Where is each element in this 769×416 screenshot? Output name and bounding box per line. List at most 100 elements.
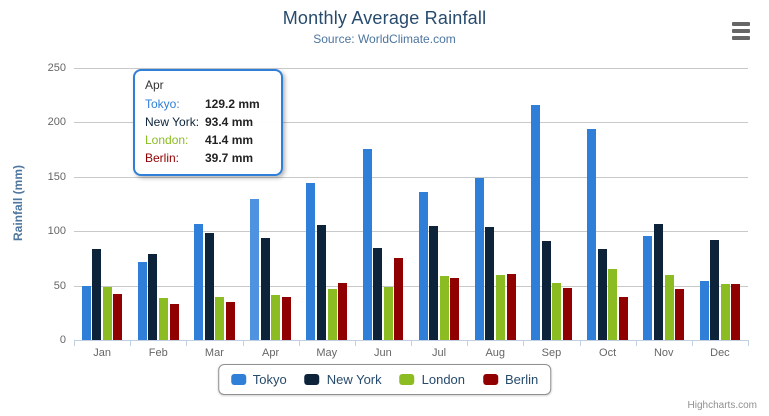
- bar-berlin-dec[interactable]: [731, 284, 741, 340]
- x-axis-label-jul: Jul: [432, 347, 447, 359]
- x-axis-tick: [691, 340, 693, 346]
- legend-marker-icon: [304, 374, 320, 385]
- bar-new-york-jun[interactable]: [373, 248, 383, 340]
- bar-berlin-nov[interactable]: [675, 289, 685, 340]
- x-axis-label-feb: Feb: [148, 347, 168, 359]
- legend-label: New York: [326, 372, 382, 387]
- x-axis-tick: [298, 340, 300, 346]
- bar-london-oct[interactable]: [608, 269, 618, 340]
- legend: Tokyo New York London Berlin: [217, 364, 552, 395]
- bar-berlin-may[interactable]: [338, 282, 348, 340]
- bar-tokyo-aug[interactable]: [474, 178, 484, 340]
- bar-new-york-mar[interactable]: [204, 232, 214, 340]
- tooltip: Apr Tokyo: 129.2 mm New York: 93.4 mm London…: [133, 69, 283, 176]
- tooltip-row: Berlin: 39.7 mm: [145, 149, 271, 167]
- bar-berlin-jun[interactable]: [394, 257, 404, 340]
- tooltip-series-value: 129.2 mm: [205, 97, 260, 111]
- y-axis-label: 250: [47, 62, 66, 74]
- x-axis-tick: [354, 340, 356, 346]
- bar-new-york-dec[interactable]: [710, 239, 720, 340]
- bar-berlin-jan[interactable]: [113, 293, 123, 340]
- export-menu-button[interactable]: [730, 20, 752, 42]
- bar-new-york-aug[interactable]: [485, 226, 495, 340]
- tooltip-series-label: Tokyo:: [145, 97, 180, 111]
- x-axis-tick: [748, 340, 749, 346]
- tooltip-row: Tokyo: 129.2 mm: [145, 95, 271, 113]
- x-axis-label-nov: Nov: [653, 347, 674, 359]
- bar-london-mar[interactable]: [215, 297, 225, 340]
- tooltip-series-label: New York:: [145, 115, 200, 129]
- bar-berlin-apr[interactable]: [281, 296, 291, 340]
- x-axis-label-apr: Apr: [262, 347, 280, 359]
- y-axis-label: 0: [59, 334, 66, 346]
- bar-berlin-mar[interactable]: [225, 302, 235, 340]
- bar-tokyo-dec[interactable]: [699, 280, 709, 340]
- bar-london-jan[interactable]: [102, 286, 112, 340]
- y-axis-label: 100: [47, 225, 66, 238]
- bar-tokyo-nov[interactable]: [643, 235, 653, 340]
- x-axis-tick: [467, 340, 469, 346]
- x-axis-label-oct: Oct: [599, 347, 617, 359]
- gridline: [74, 68, 748, 69]
- bar-london-sep[interactable]: [552, 282, 562, 340]
- bar-berlin-sep[interactable]: [562, 288, 572, 340]
- bar-london-feb[interactable]: [159, 297, 169, 340]
- bar-tokyo-jul[interactable]: [418, 192, 428, 340]
- legend-item-london[interactable]: London: [399, 372, 466, 387]
- chart-subtitle: Source: WorldClimate.com: [313, 32, 456, 46]
- bar-london-nov[interactable]: [664, 275, 674, 340]
- tooltip-series-label: Berlin:: [145, 151, 180, 165]
- bar-new-york-may[interactable]: [316, 224, 326, 340]
- bar-tokyo-mar[interactable]: [194, 224, 204, 340]
- bar-tokyo-apr[interactable]: [250, 199, 260, 340]
- legend-item-new-york[interactable]: New York: [304, 372, 382, 387]
- tooltip-header: Apr: [145, 78, 164, 92]
- bar-tokyo-sep[interactable]: [531, 104, 541, 340]
- legend-marker-icon: [399, 374, 415, 385]
- bar-new-york-oct[interactable]: [597, 249, 607, 340]
- bar-tokyo-may[interactable]: [306, 183, 316, 340]
- legend-marker-icon: [483, 374, 499, 385]
- x-axis-label-dec: Dec: [710, 347, 730, 359]
- legend-label: London: [421, 372, 466, 387]
- credits-link[interactable]: Highcharts.com: [687, 400, 757, 411]
- x-axis-tick: [579, 340, 581, 346]
- x-axis-tick: [523, 340, 525, 346]
- legend-item-berlin[interactable]: Berlin: [483, 372, 538, 387]
- legend-marker-icon: [230, 374, 246, 385]
- bar-london-jul[interactable]: [439, 275, 449, 340]
- x-axis-label-sep: Sep: [541, 347, 562, 359]
- bar-new-york-jul[interactable]: [429, 225, 439, 340]
- legend-item-tokyo[interactable]: Tokyo: [230, 372, 287, 387]
- bar-new-york-apr[interactable]: [260, 238, 270, 340]
- bar-london-jun[interactable]: [383, 287, 393, 340]
- bar-berlin-oct[interactable]: [618, 297, 628, 340]
- bar-tokyo-jan[interactable]: [81, 285, 91, 340]
- bar-tokyo-feb[interactable]: [137, 262, 147, 340]
- tooltip-series-value: 93.4 mm: [205, 115, 254, 129]
- bar-new-york-sep[interactable]: [541, 240, 551, 340]
- bar-london-apr[interactable]: [271, 294, 281, 340]
- bar-berlin-aug[interactable]: [506, 274, 516, 340]
- tooltip-rows: Tokyo: 129.2 mm New York: 93.4 mm London: 41.…: [145, 95, 271, 167]
- bar-new-york-feb[interactable]: [148, 254, 158, 340]
- x-axis-label-jun: Jun: [374, 347, 392, 359]
- tooltip-series-value: 39.7 mm: [205, 151, 254, 165]
- bar-berlin-feb[interactable]: [169, 303, 179, 340]
- bar-tokyo-oct[interactable]: [587, 128, 597, 340]
- x-axis-tick: [411, 340, 412, 346]
- bar-new-york-nov[interactable]: [653, 224, 663, 340]
- bar-london-dec[interactable]: [720, 284, 730, 340]
- x-axis-tick: [74, 340, 75, 346]
- y-axis-label: 50: [53, 279, 66, 292]
- bar-berlin-jul[interactable]: [450, 277, 460, 340]
- x-axis-tick: [242, 340, 244, 346]
- chart-title: Monthly Average Rainfall: [282, 8, 487, 28]
- x-axis-tick: [130, 340, 132, 346]
- bar-new-york-jan[interactable]: [92, 249, 102, 340]
- bar-london-may[interactable]: [327, 288, 337, 340]
- y-axis-label: 150: [47, 170, 66, 183]
- bar-tokyo-jun[interactable]: [362, 148, 372, 340]
- bar-london-aug[interactable]: [496, 275, 506, 340]
